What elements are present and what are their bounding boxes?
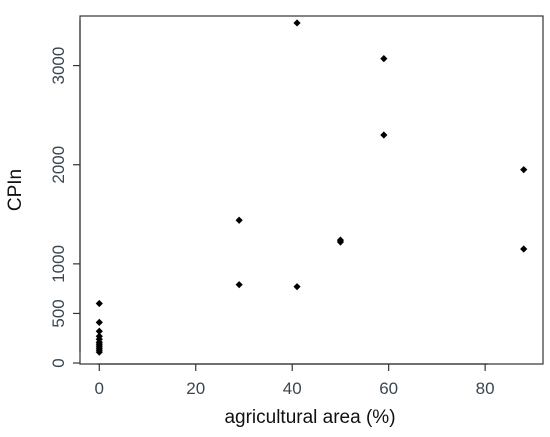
data-point [235,281,243,289]
x-tick-label: 0 [95,379,104,398]
data-point [520,245,528,253]
y-tick-label: 2000 [49,146,68,184]
y-axis-ticks: 0 500 1000 2000 3000 [49,47,80,368]
x-tick-label: 80 [476,379,495,398]
data-point [95,327,103,335]
y-tick-label: 0 [49,358,68,367]
x-tick-label: 20 [186,379,205,398]
data-point [235,216,243,224]
y-tick-label: 3000 [49,47,68,85]
data-point [293,283,301,291]
data-points [95,19,528,356]
data-point [520,166,528,174]
data-point [95,348,103,356]
data-point [380,55,388,63]
data-point [336,238,345,246]
data-point [293,19,301,27]
x-axis-ticks: 0 20 40 60 80 [95,364,495,398]
data-point [95,318,103,326]
data-point [95,299,103,308]
y-tick-label: 1000 [49,245,68,283]
x-axis-title: agricultural area (%) [224,407,395,428]
plot-frame [79,15,544,365]
y-tick-label: 500 [49,299,68,327]
x-tick-label: 40 [283,379,302,398]
x-tick-label: 60 [379,379,398,398]
y-axis-title: CPIn [5,169,26,211]
data-point [380,131,388,139]
